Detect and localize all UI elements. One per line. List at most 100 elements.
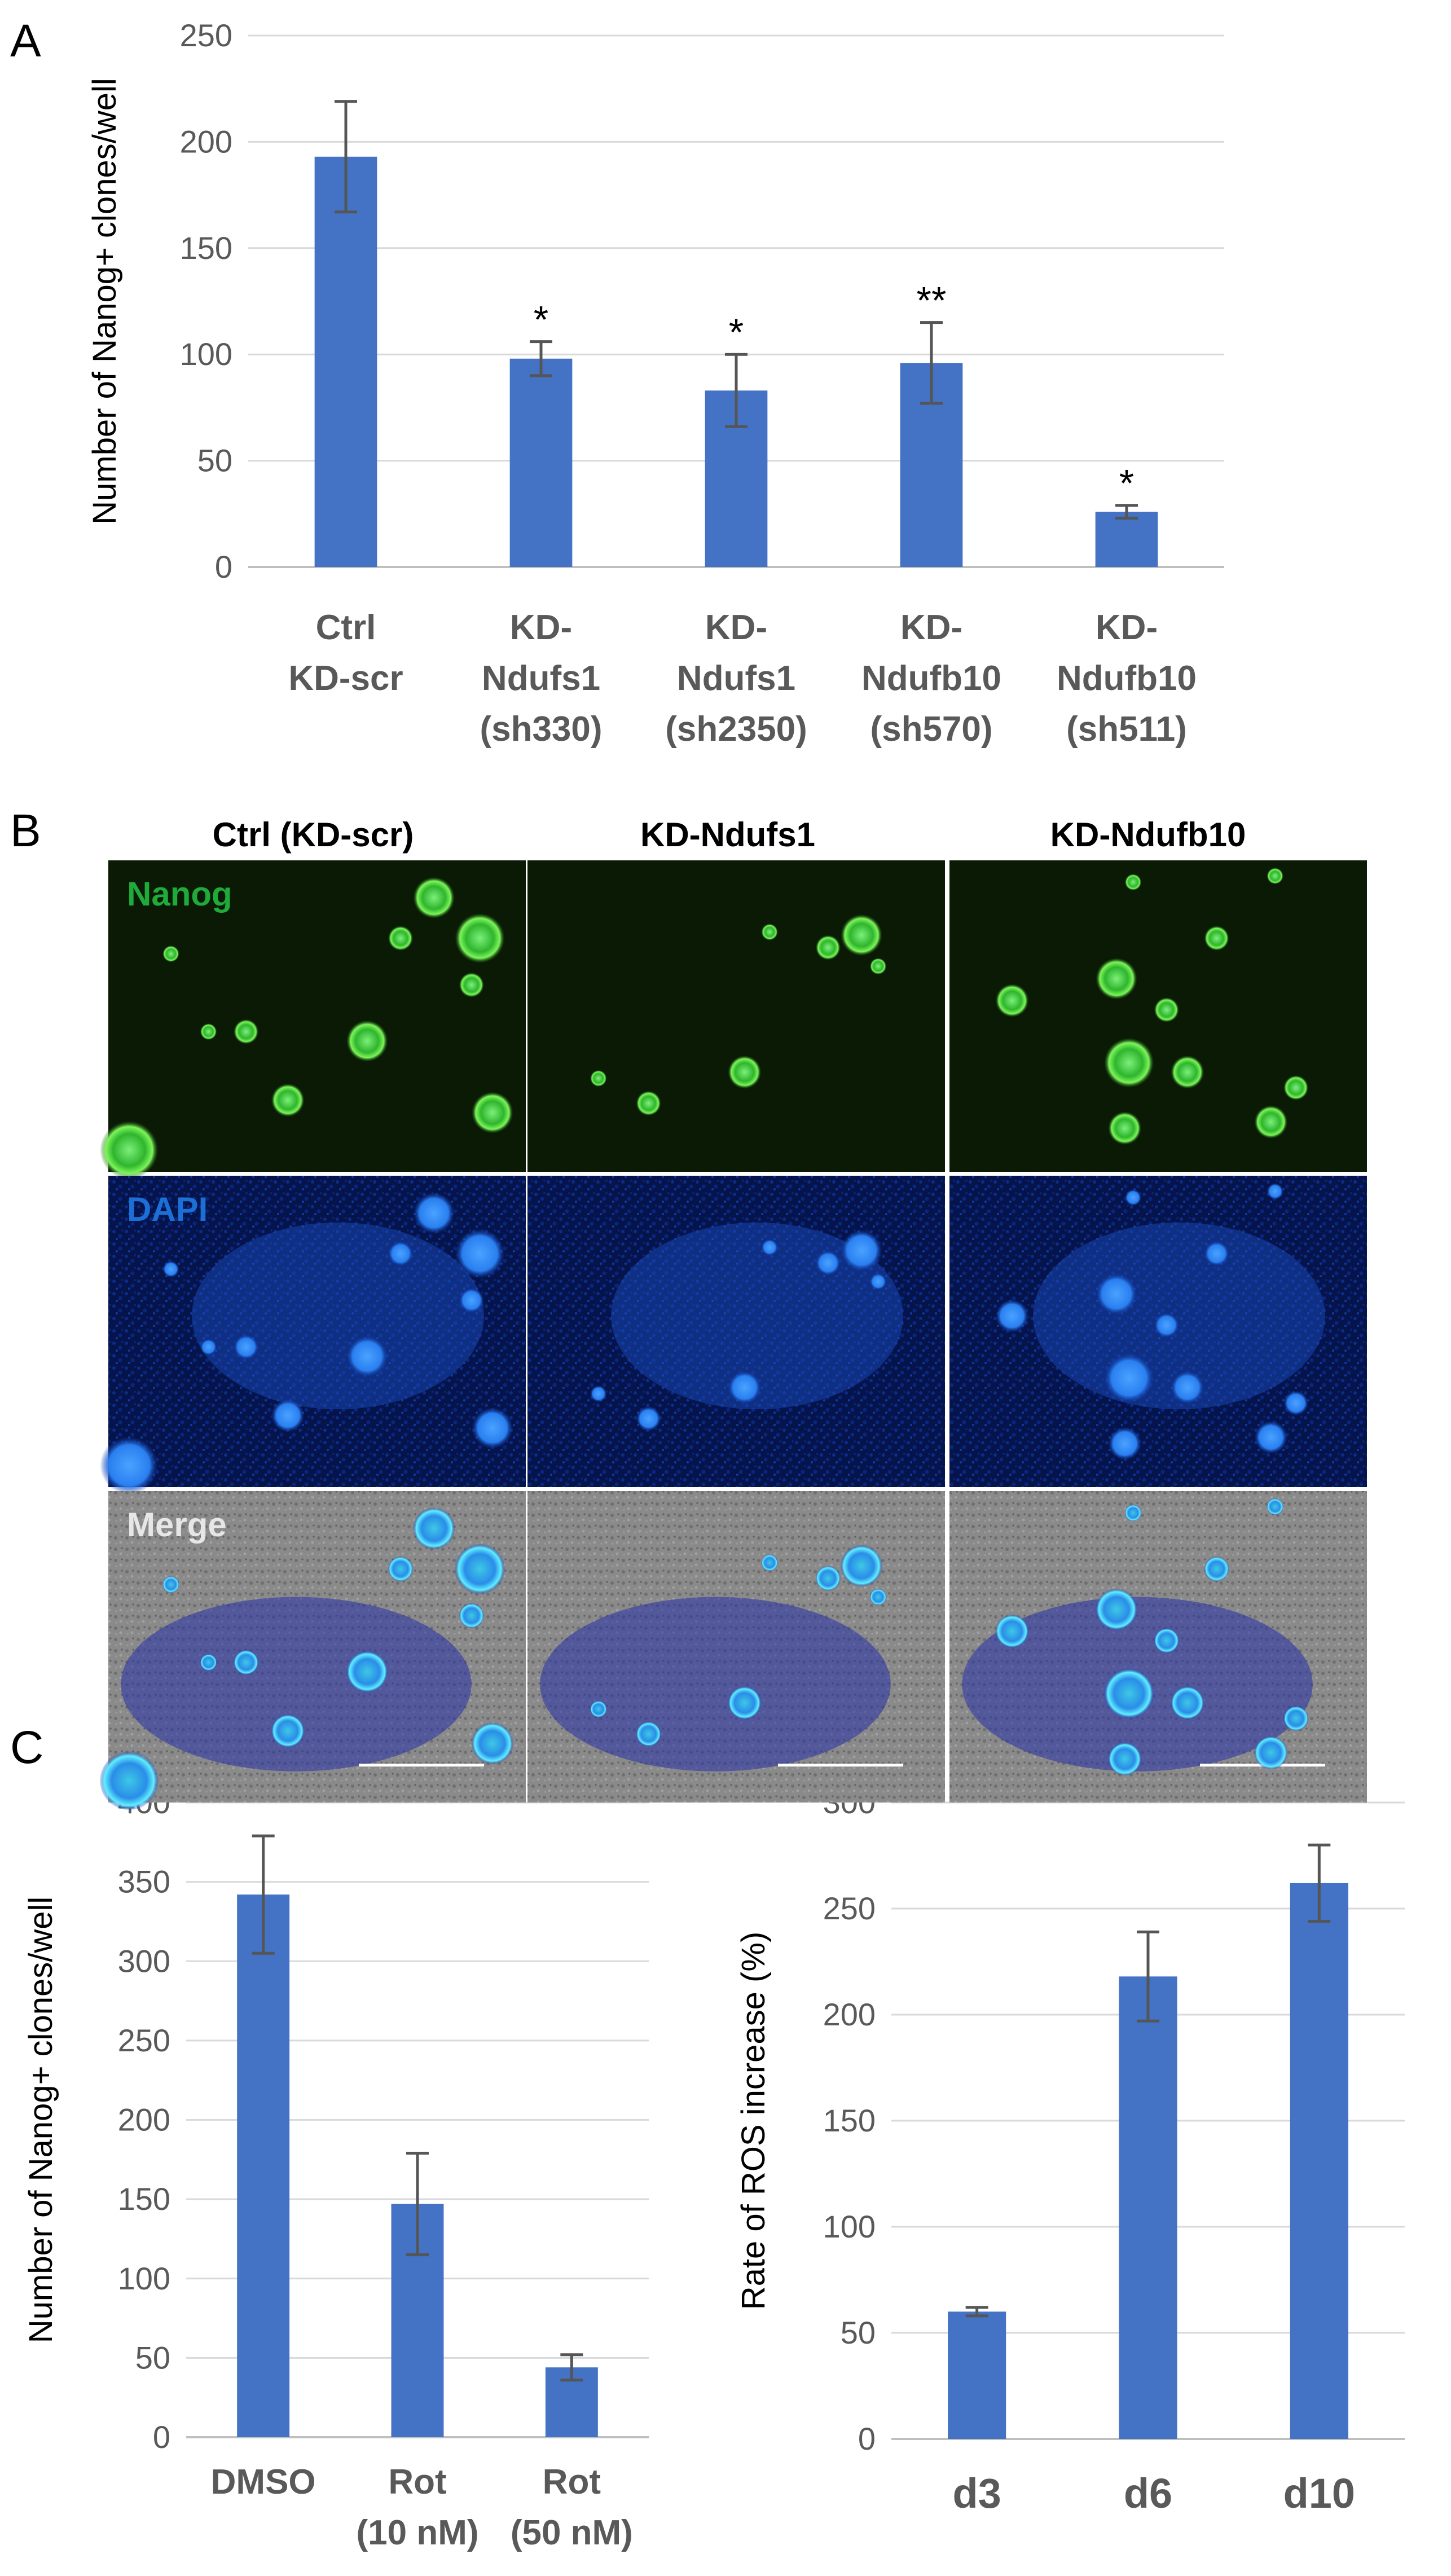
chart-d: 050100150200250300Rate of ROS increase (… [735, 1784, 1405, 2517]
x-tick-label: KD- [510, 608, 572, 647]
x-tick-label: (sh2350) [665, 710, 807, 749]
merge-haze [540, 1597, 891, 1771]
colony [471, 1722, 513, 1765]
colony [1204, 1241, 1229, 1267]
colony [1283, 1075, 1309, 1101]
colony [841, 1545, 882, 1587]
x-tick-label: KD- [1096, 608, 1158, 647]
colony [1204, 1556, 1229, 1582]
colony [471, 1407, 513, 1449]
colony [459, 972, 484, 998]
colony [234, 1019, 259, 1044]
colony [1283, 1390, 1309, 1416]
colony [162, 1260, 179, 1278]
colony [455, 913, 505, 964]
colony [1108, 1427, 1142, 1461]
panel-label-a: A [10, 15, 41, 67]
colony [761, 1239, 778, 1256]
x-tick-label: Ndufs1 [677, 659, 795, 698]
micrograph-cell [108, 860, 526, 1172]
y-axis-label: Rate of ROS increase (%) [735, 1932, 772, 2310]
colony [271, 1083, 305, 1117]
x-tick-label: DMSO [211, 2463, 316, 2502]
colony [100, 1751, 159, 1810]
dapi-haze [1033, 1222, 1325, 1409]
channel-label: DAPI [127, 1190, 208, 1228]
x-tick-label: d6 [1124, 2470, 1172, 2517]
y-tick-label: 0 [215, 549, 232, 584]
column-header-ndufb10: KD-Ndufb10 [1050, 816, 1246, 854]
y-tick-label: 250 [118, 2023, 170, 2058]
colony [1154, 1312, 1179, 1338]
y-tick-label: 50 [841, 2315, 876, 2350]
bar [1119, 1976, 1177, 2439]
colony [841, 914, 882, 956]
x-tick-label: Ctrl [316, 608, 376, 647]
colony [471, 1092, 513, 1134]
x-tick-label: (sh511) [1066, 710, 1187, 749]
colony [234, 1334, 259, 1360]
colony [995, 1614, 1029, 1648]
colony [200, 1338, 217, 1356]
colony [1103, 1038, 1154, 1088]
y-axis-label: Number of Nanog+ clones/well [86, 78, 123, 524]
colony [1171, 1370, 1204, 1404]
x-tick-label: Rot [543, 2463, 601, 2502]
bar [1095, 512, 1158, 567]
colony [728, 1055, 762, 1089]
colony [590, 1070, 607, 1087]
y-tick-label: 50 [135, 2340, 170, 2375]
colony [1204, 925, 1229, 951]
y-tick-label: 100 [180, 336, 232, 372]
significance-mark: * [534, 298, 548, 341]
colony [271, 1399, 305, 1432]
image-cells: Nanog DAPI Merge [100, 860, 1367, 1810]
colony [869, 1273, 887, 1290]
colony [761, 924, 778, 940]
colony [636, 1091, 661, 1116]
merge-haze [121, 1597, 472, 1771]
channel-label: Nanog [127, 875, 232, 913]
colony [1108, 1111, 1142, 1145]
y-tick-label: 100 [118, 2261, 170, 2296]
significance-mark: * [1119, 462, 1134, 505]
colony [271, 1714, 305, 1748]
x-tick-label: Ndufs1 [482, 659, 600, 698]
colony [413, 1507, 455, 1550]
colony [1254, 1105, 1288, 1139]
colony [234, 1650, 259, 1675]
y-tick-label: 150 [180, 230, 232, 266]
colony [1154, 997, 1179, 1023]
x-tick-label: (10 nM) [357, 2513, 479, 2552]
x-tick-label: KD- [705, 608, 767, 647]
colony [869, 1588, 887, 1606]
colony [1124, 1504, 1142, 1522]
micrograph-cell [527, 1176, 945, 1487]
y-tick-label: 200 [180, 124, 232, 159]
x-tick-label: (sh330) [480, 710, 602, 749]
colony [413, 877, 455, 919]
colony [388, 1556, 414, 1582]
x-tick-label: d10 [1283, 2470, 1356, 2517]
y-tick-label: 250 [180, 17, 232, 53]
colony [459, 1287, 484, 1313]
colony [162, 945, 179, 962]
y-tick-label: 100 [823, 2209, 876, 2244]
colony [815, 1566, 841, 1591]
colony [455, 1228, 505, 1279]
colony [590, 1385, 607, 1403]
colony [388, 925, 414, 951]
y-tick-label: 200 [118, 2102, 170, 2138]
colony [1103, 1353, 1154, 1404]
colony [1124, 873, 1142, 891]
x-tick-label: KD- [900, 608, 962, 647]
colony [1154, 1628, 1179, 1654]
y-axis-label: Number of Nanog+ clones/well [23, 1897, 59, 2343]
panel-label-b: B [10, 805, 41, 856]
y-tick-label: 150 [118, 2181, 170, 2217]
colony [815, 1250, 841, 1276]
colony [413, 1192, 455, 1234]
colony [1171, 1686, 1204, 1720]
significance-mark: ** [917, 279, 947, 322]
bar [1290, 1883, 1348, 2439]
